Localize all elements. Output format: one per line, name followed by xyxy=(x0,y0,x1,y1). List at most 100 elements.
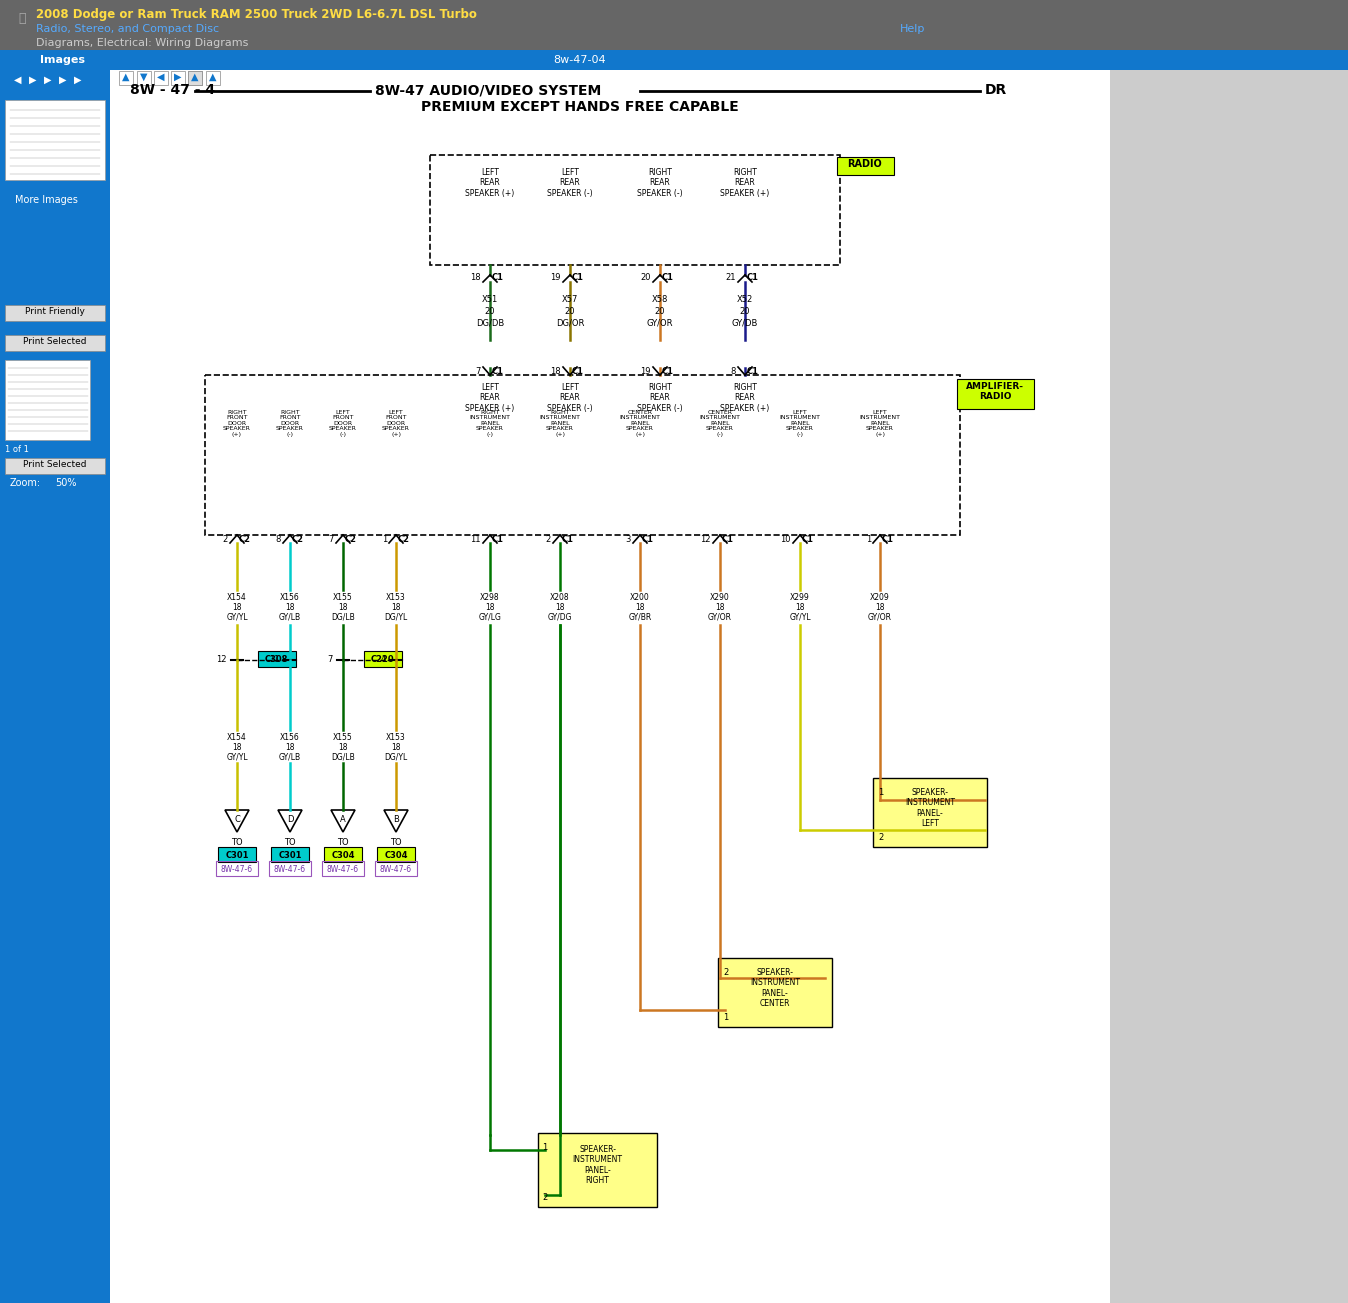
Bar xyxy=(5,100,105,180)
Text: 7: 7 xyxy=(476,366,481,375)
Text: 8w-47-04: 8w-47-04 xyxy=(554,55,607,65)
FancyBboxPatch shape xyxy=(837,156,894,175)
Text: X208: X208 xyxy=(550,593,570,602)
Text: C1: C1 xyxy=(662,274,674,283)
Text: GY/LB: GY/LB xyxy=(279,612,301,622)
Bar xyxy=(120,85,136,99)
Text: 18: 18 xyxy=(286,743,295,752)
Text: X52: X52 xyxy=(737,294,754,304)
Bar xyxy=(171,70,185,85)
Text: 8W-47-6: 8W-47-6 xyxy=(328,864,359,873)
Text: LEFT
REAR
SPEAKER (+): LEFT REAR SPEAKER (+) xyxy=(465,383,515,413)
Text: 10: 10 xyxy=(780,534,791,543)
Text: X153: X153 xyxy=(386,593,406,602)
FancyBboxPatch shape xyxy=(271,847,309,863)
Text: 18: 18 xyxy=(795,603,805,612)
Bar xyxy=(0,70,111,1303)
Text: 8W - 47 - 4: 8W - 47 - 4 xyxy=(129,83,216,96)
Text: LEFT
INSTRUMENT
PANEL
SPEAKER
(-): LEFT INSTRUMENT PANEL SPEAKER (-) xyxy=(779,410,821,437)
Text: C1: C1 xyxy=(882,534,894,543)
Text: 18: 18 xyxy=(635,603,644,612)
Text: RIGHT
REAR
SPEAKER (-): RIGHT REAR SPEAKER (-) xyxy=(638,383,683,413)
Text: X57: X57 xyxy=(562,294,578,304)
Text: C1: C1 xyxy=(747,366,759,375)
Text: C1: C1 xyxy=(747,274,759,283)
Text: 11: 11 xyxy=(470,534,481,543)
Text: C301: C301 xyxy=(225,851,249,860)
Text: SPEAKER-
INSTRUMENT
PANEL-
CENTER: SPEAKER- INSTRUMENT PANEL- CENTER xyxy=(749,968,799,1009)
Text: 18: 18 xyxy=(232,743,241,752)
Text: C1: C1 xyxy=(492,534,504,543)
Text: C2: C2 xyxy=(398,534,410,543)
Text: GY/OR: GY/OR xyxy=(647,319,673,328)
Text: C220: C220 xyxy=(371,654,395,663)
Text: C1: C1 xyxy=(492,274,504,283)
Bar xyxy=(111,70,1109,1303)
Text: Images: Images xyxy=(40,55,85,65)
Text: C2: C2 xyxy=(293,534,305,543)
Text: SPEAKER-
INSTRUMENT
PANEL-
LEFT: SPEAKER- INSTRUMENT PANEL- LEFT xyxy=(905,788,954,829)
Text: X299: X299 xyxy=(790,593,810,602)
Bar xyxy=(5,305,105,321)
Text: RIGHT
FRONT
DOOR
SPEAKER
(+): RIGHT FRONT DOOR SPEAKER (+) xyxy=(222,410,251,437)
Text: GY/YL: GY/YL xyxy=(226,753,248,762)
Text: 18: 18 xyxy=(550,366,561,375)
Text: GY/LG: GY/LG xyxy=(479,612,501,622)
Text: RIGHT
REAR
SPEAKER (+): RIGHT REAR SPEAKER (+) xyxy=(720,383,770,413)
Text: ▲: ▲ xyxy=(209,72,217,82)
Text: 18: 18 xyxy=(232,603,241,612)
Bar xyxy=(154,70,168,85)
Text: DG/YL: DG/YL xyxy=(384,753,407,762)
Text: C304: C304 xyxy=(384,851,407,860)
Text: 1: 1 xyxy=(723,1012,728,1022)
Text: X155: X155 xyxy=(333,593,353,602)
Text: 8W-47 AUDIO/VIDEO SYSTEM: 8W-47 AUDIO/VIDEO SYSTEM xyxy=(375,83,601,96)
Bar xyxy=(0,0,1348,50)
Text: 18: 18 xyxy=(391,603,400,612)
Text: X153: X153 xyxy=(386,734,406,741)
Text: DG/LB: DG/LB xyxy=(332,753,355,762)
Text: D: D xyxy=(287,816,294,825)
Text: TO: TO xyxy=(284,838,295,847)
Text: Diagrams, Electrical: Wiring Diagrams: Diagrams, Electrical: Wiring Diagrams xyxy=(36,38,248,48)
Text: 3: 3 xyxy=(625,534,631,543)
Bar xyxy=(133,255,150,275)
Text: C1: C1 xyxy=(572,366,584,375)
Text: More Images: More Images xyxy=(15,195,78,205)
Text: C1: C1 xyxy=(723,534,735,543)
Text: 18: 18 xyxy=(470,274,481,283)
Text: DR: DR xyxy=(985,83,1007,96)
Bar xyxy=(119,70,133,85)
Text: LEFT
REAR
SPEAKER (-): LEFT REAR SPEAKER (-) xyxy=(547,383,593,413)
Text: GY/OR: GY/OR xyxy=(708,612,732,622)
Bar xyxy=(5,335,105,351)
Text: C2: C2 xyxy=(239,534,251,543)
Text: 20: 20 xyxy=(655,308,666,317)
Text: 4: 4 xyxy=(380,655,386,665)
Text: Help: Help xyxy=(900,23,925,34)
Bar xyxy=(135,139,147,280)
Text: LEFT
INSTRUMENT
PANEL
SPEAKER
(+): LEFT INSTRUMENT PANEL SPEAKER (+) xyxy=(860,410,900,437)
Text: 18: 18 xyxy=(555,603,565,612)
Text: DG/DB: DG/DB xyxy=(476,319,504,328)
Text: 20: 20 xyxy=(740,308,751,317)
Text: GY/YL: GY/YL xyxy=(789,612,810,622)
Text: C1: C1 xyxy=(492,366,504,375)
Text: 1: 1 xyxy=(878,788,883,797)
Text: 19: 19 xyxy=(550,274,561,283)
Text: RIGHT
FRONT
DOOR
SPEAKER
(-): RIGHT FRONT DOOR SPEAKER (-) xyxy=(276,410,303,437)
Text: A: A xyxy=(340,816,346,825)
Text: 8: 8 xyxy=(275,534,280,543)
Text: LEFT
FRONT
DOOR
SPEAKER
(+): LEFT FRONT DOOR SPEAKER (+) xyxy=(381,410,410,437)
Bar xyxy=(206,70,220,85)
Text: LEFT
FRONT
DOOR
SPEAKER
(-): LEFT FRONT DOOR SPEAKER (-) xyxy=(329,410,357,437)
Text: 12: 12 xyxy=(217,655,226,665)
Text: X58: X58 xyxy=(652,294,669,304)
Text: 20: 20 xyxy=(640,274,651,283)
Text: DG/YL: DG/YL xyxy=(384,612,407,622)
Text: C1: C1 xyxy=(572,274,584,283)
Text: TO: TO xyxy=(390,838,402,847)
Text: 2008 Dodge or Ram Truck RAM 2500 Truck 2WD L6-6.7L DSL Turbo: 2008 Dodge or Ram Truck RAM 2500 Truck 2… xyxy=(36,8,477,21)
Text: 18: 18 xyxy=(716,603,725,612)
FancyBboxPatch shape xyxy=(718,958,832,1027)
